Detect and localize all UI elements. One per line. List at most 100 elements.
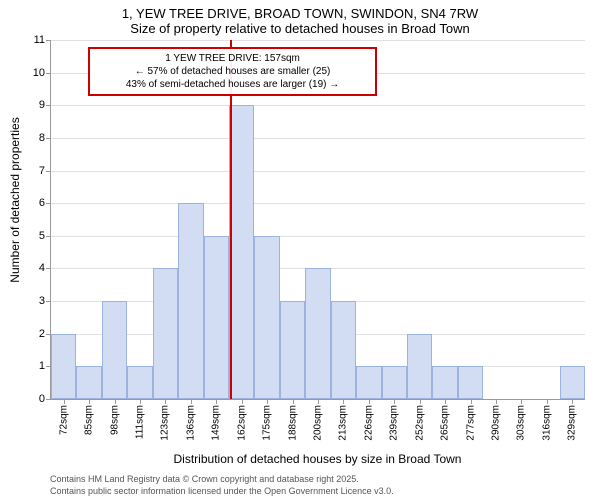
x-tick-mark (471, 399, 472, 404)
x-tick-mark (115, 399, 116, 404)
y-tick-mark (46, 40, 51, 41)
y-tick-mark (46, 268, 51, 269)
x-tick-mark (521, 399, 522, 404)
y-tick-label: 1 (39, 360, 45, 372)
bar (76, 366, 101, 399)
footnote-line1: Contains HM Land Registry data © Crown c… (50, 474, 600, 486)
x-tick-mark (369, 399, 370, 404)
grid-line (51, 203, 585, 204)
x-tick-mark (343, 399, 344, 404)
x-tick-mark (267, 399, 268, 404)
x-tick-label: 239sqm (389, 405, 400, 441)
x-tick-mark (165, 399, 166, 404)
plot-area: 0123456789101172sqm85sqm98sqm111sqm123sq… (50, 40, 585, 400)
x-tick-mark (191, 399, 192, 404)
grid-line (51, 236, 585, 237)
annotation-line1: 1 YEW TREE DRIVE: 157sqm (96, 52, 368, 65)
x-tick-label: 85sqm (84, 405, 95, 435)
x-tick-mark (420, 399, 421, 404)
x-tick-label: 226sqm (363, 405, 374, 441)
grid-line (51, 171, 585, 172)
x-tick-mark (140, 399, 141, 404)
x-tick-label: 265sqm (440, 405, 451, 441)
grid-line (51, 138, 585, 139)
bar (229, 105, 254, 399)
bar (356, 366, 381, 399)
grid-line (51, 105, 585, 106)
x-tick-label: 277sqm (465, 405, 476, 441)
x-tick-label: 72sqm (58, 405, 69, 435)
x-tick-label: 136sqm (185, 405, 196, 441)
footnote: Contains HM Land Registry data © Crown c… (50, 474, 600, 497)
x-tick-mark (242, 399, 243, 404)
y-axis-label: Number of detached properties (8, 117, 22, 282)
bar (51, 334, 76, 399)
y-tick-mark (46, 203, 51, 204)
footnote-line2: Contains public sector information licen… (50, 486, 600, 498)
y-tick-label: 10 (33, 67, 45, 79)
y-tick-mark (46, 171, 51, 172)
x-tick-label: 303sqm (516, 405, 527, 441)
bar (254, 236, 279, 399)
y-tick-label: 0 (39, 393, 45, 405)
y-tick-label: 11 (34, 34, 45, 46)
x-tick-label: 111sqm (135, 405, 146, 439)
x-tick-mark (572, 399, 573, 404)
bar (153, 268, 178, 399)
bar (560, 366, 585, 399)
y-tick-label: 3 (39, 295, 45, 307)
bar (280, 301, 305, 399)
x-tick-label: 290sqm (491, 405, 502, 441)
y-tick-label: 8 (39, 132, 45, 144)
y-tick-label: 5 (39, 230, 45, 242)
title-line1: 1, YEW TREE DRIVE, BROAD TOWN, SWINDON, … (0, 0, 600, 21)
bar (102, 301, 127, 399)
y-tick-label: 9 (39, 99, 45, 111)
y-tick-mark (46, 73, 51, 74)
y-tick-label: 2 (39, 328, 45, 340)
y-tick-label: 6 (39, 197, 45, 209)
title-line2: Size of property relative to detached ho… (0, 21, 600, 40)
y-tick-mark (46, 301, 51, 302)
bar (458, 366, 483, 399)
bar (204, 236, 229, 399)
x-tick-label: 149sqm (211, 405, 222, 441)
x-tick-mark (216, 399, 217, 404)
y-tick-mark (46, 105, 51, 106)
x-tick-label: 252sqm (414, 405, 425, 441)
bar (127, 366, 152, 399)
x-tick-mark (293, 399, 294, 404)
annotation-line2: ← 57% of detached houses are smaller (25… (96, 65, 368, 78)
bar (382, 366, 407, 399)
x-tick-label: 316sqm (541, 405, 552, 441)
y-tick-mark (46, 399, 51, 400)
chart-container: 0123456789101172sqm85sqm98sqm111sqm123sq… (50, 40, 585, 400)
bar (407, 334, 432, 399)
y-tick-mark (46, 138, 51, 139)
x-tick-mark (318, 399, 319, 404)
x-tick-label: 162sqm (236, 405, 247, 441)
grid-line (51, 40, 585, 41)
bar (305, 268, 330, 399)
x-tick-label: 123sqm (160, 405, 171, 441)
y-tick-mark (46, 236, 51, 237)
annotation-box: 1 YEW TREE DRIVE: 157sqm← 57% of detache… (88, 47, 376, 96)
y-tick-label: 4 (39, 262, 45, 274)
x-tick-label: 213sqm (338, 405, 349, 441)
x-tick-label: 175sqm (262, 405, 273, 441)
x-axis-label: Distribution of detached houses by size … (50, 452, 585, 466)
bar (432, 366, 457, 399)
x-tick-label: 329sqm (567, 405, 578, 441)
annotation-line3: 43% of semi-detached houses are larger (… (96, 78, 368, 91)
y-tick-label: 7 (39, 165, 45, 177)
x-tick-mark (394, 399, 395, 404)
bar (331, 301, 356, 399)
x-tick-mark (89, 399, 90, 404)
x-tick-label: 188sqm (287, 405, 298, 441)
x-tick-label: 98sqm (109, 405, 120, 435)
x-tick-mark (496, 399, 497, 404)
x-tick-mark (64, 399, 65, 404)
x-tick-mark (445, 399, 446, 404)
bar (178, 203, 203, 399)
x-tick-mark (547, 399, 548, 404)
